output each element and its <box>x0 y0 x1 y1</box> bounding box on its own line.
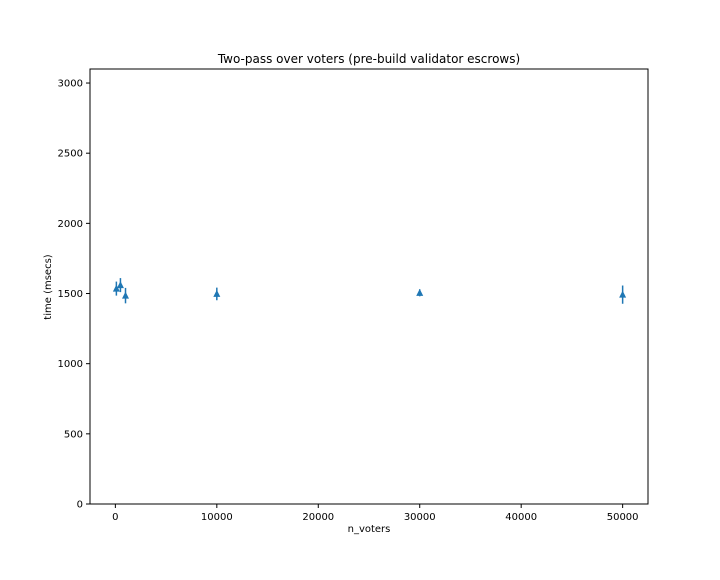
data-point <box>416 288 424 296</box>
y-tick-label: 500 <box>64 429 83 440</box>
y-tick-label: 3000 <box>58 79 83 90</box>
y-tick-label: 1500 <box>58 289 83 300</box>
y-tick-label: 1000 <box>58 359 83 370</box>
data-point <box>122 291 130 299</box>
y-axis-label: time (msecs) <box>43 254 54 319</box>
y-tick-label: 2500 <box>58 149 83 160</box>
data-point <box>619 290 627 298</box>
data-point <box>112 284 120 292</box>
y-tick-label: 2000 <box>58 219 83 230</box>
x-axis-label: n_voters <box>348 524 391 535</box>
x-tick-label: 30000 <box>404 512 436 523</box>
y-tick-label: 0 <box>77 500 83 511</box>
x-tick-label: 40000 <box>505 512 537 523</box>
plot-area <box>89 68 649 505</box>
data-point <box>213 289 221 297</box>
x-tick-label: 0 <box>112 512 118 523</box>
x-tick-label: 10000 <box>201 512 233 523</box>
x-tick-label: 50000 <box>607 512 639 523</box>
chart-title: Two-pass over voters (pre-build validato… <box>217 52 520 66</box>
data-point <box>116 281 124 289</box>
x-tick-label: 20000 <box>302 512 334 523</box>
